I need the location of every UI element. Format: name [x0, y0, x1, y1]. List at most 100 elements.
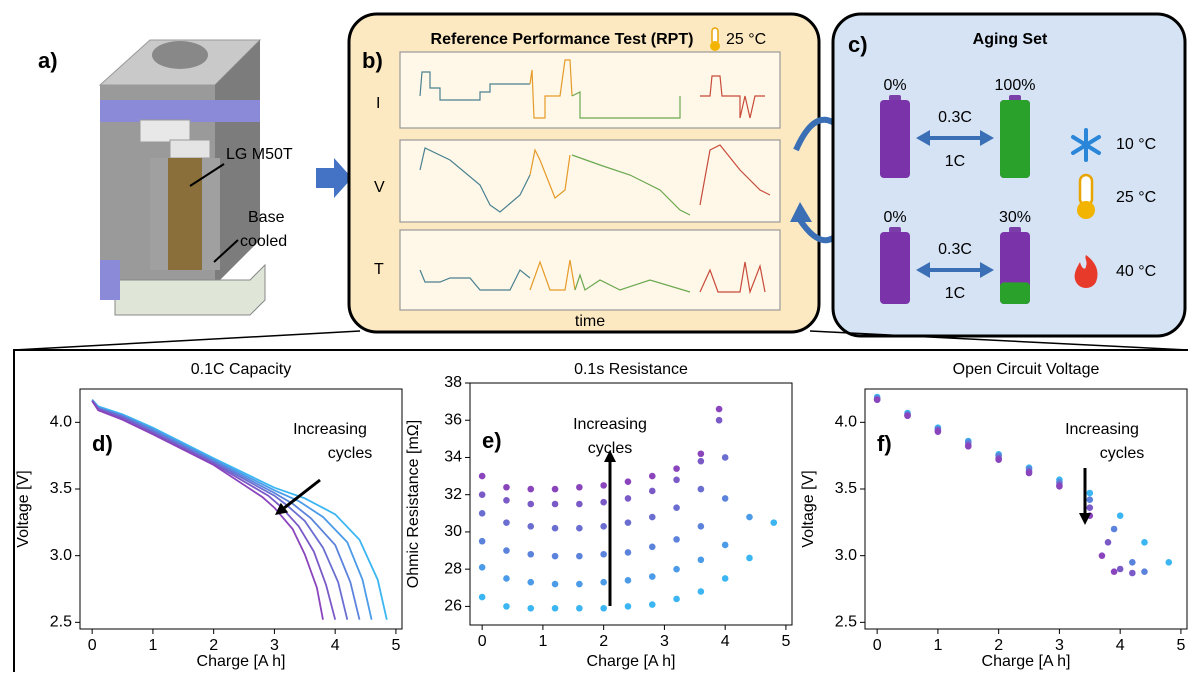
temperature: 40 °C — [1116, 263, 1156, 280]
panel-title: Aging Set — [973, 31, 1048, 48]
arrow-head — [1079, 513, 1091, 525]
y-tick-label: 4.0 — [835, 414, 857, 431]
soc-label: 0% — [883, 209, 906, 226]
data-point — [527, 486, 534, 493]
c-rate: 0.3C — [938, 241, 972, 258]
x-tick-label: 3 — [270, 637, 279, 654]
panel-label: e) — [482, 428, 502, 453]
data-point — [649, 544, 656, 551]
data-point — [503, 519, 510, 526]
y-tick-label: 26 — [444, 598, 462, 615]
data-point — [1111, 568, 1118, 575]
x-tick-label: 1 — [538, 633, 547, 650]
panel-label: d) — [92, 431, 113, 456]
data-point — [673, 566, 680, 573]
temperature: 10 °C — [1116, 136, 1156, 153]
annotation: cycles — [1100, 445, 1144, 462]
data-point — [600, 605, 607, 612]
soc-label: 0% — [883, 77, 906, 94]
data-point — [770, 519, 777, 526]
data-point — [1056, 483, 1063, 490]
data-point — [576, 581, 583, 588]
y-tick-label: 30 — [444, 523, 462, 540]
x-axis-label: Charge [A h] — [982, 653, 1071, 670]
y-tick-label: 3.0 — [835, 547, 857, 564]
data-point — [746, 555, 753, 562]
data-point — [673, 536, 680, 543]
x-tick-label: 4 — [721, 633, 730, 650]
data-point — [649, 601, 656, 608]
chart-title: Open Circuit Voltage — [953, 361, 1100, 378]
data-point — [503, 603, 510, 610]
data-point — [673, 596, 680, 603]
data-point — [698, 588, 705, 595]
data-point — [527, 605, 534, 612]
data-point — [1117, 512, 1124, 519]
data-point — [625, 577, 632, 584]
figure: a) LG M50T Base cooled b) Reference Perf… — [0, 0, 1188, 672]
data-point — [649, 514, 656, 521]
panel-label: c) — [848, 32, 868, 57]
y-tick-label: 2.5 — [835, 614, 857, 631]
base-label: cooled — [240, 233, 287, 250]
c-rate: 0.3C — [938, 109, 972, 126]
data-point — [503, 575, 510, 582]
data-point — [698, 450, 705, 457]
cell-holder — [100, 40, 265, 315]
annotation: Increasing — [1065, 421, 1139, 438]
data-point — [935, 428, 942, 435]
x-tick-label: 1 — [933, 637, 942, 654]
data-point — [576, 605, 583, 612]
annotation: Increasing — [573, 416, 647, 433]
data-point — [746, 514, 753, 521]
y-tick-label: 3.0 — [50, 547, 72, 564]
y-tick-label: 3.5 — [50, 480, 72, 497]
thermometer-icon — [710, 28, 720, 51]
y-tick-label: 36 — [444, 411, 462, 428]
data-point — [1086, 490, 1093, 497]
data-point — [995, 456, 1002, 463]
x-tick-label: 3 — [1055, 637, 1064, 654]
temperature: 25 °C — [1116, 189, 1156, 206]
data-point — [479, 491, 486, 498]
soc-label: 100% — [995, 77, 1036, 94]
data-point — [527, 501, 534, 508]
data-point — [1086, 496, 1093, 503]
data-point — [479, 510, 486, 517]
y-tick-label: 3.5 — [835, 480, 857, 497]
thermometer-icon — [1077, 175, 1095, 219]
data-point — [552, 605, 559, 612]
chart-title: 0.1C Capacity — [191, 361, 292, 378]
y-tick-label: 4.0 — [50, 414, 72, 431]
y-axis-label: Voltage [V] — [15, 470, 32, 547]
data-point — [698, 523, 705, 530]
c-rate: 1C — [945, 285, 965, 302]
data-point — [527, 551, 534, 558]
data-point — [1086, 504, 1093, 511]
battery-charge — [1000, 282, 1030, 304]
data-point — [722, 495, 729, 502]
data-point — [1026, 470, 1033, 477]
x-tick-label: 0 — [873, 637, 882, 654]
data-point — [1129, 559, 1136, 566]
data-point — [716, 417, 723, 424]
data-point — [1111, 526, 1118, 533]
data-point — [503, 497, 510, 504]
data-point — [600, 499, 607, 506]
battery — [880, 232, 910, 304]
data-point — [1099, 552, 1106, 559]
chart-title: 0.1s Resistance — [574, 361, 688, 378]
data-point — [479, 538, 486, 545]
data-point — [716, 406, 723, 413]
x-tick-label: 1 — [148, 637, 157, 654]
x-tick-label: 4 — [1116, 637, 1125, 654]
data-point — [673, 477, 680, 484]
data-point — [1141, 539, 1148, 546]
data-point — [552, 486, 559, 493]
x-axis-label: Charge [A h] — [587, 653, 676, 670]
data-point — [722, 575, 729, 582]
data-point — [1129, 570, 1136, 577]
data-point — [1141, 568, 1148, 575]
base-label: Base — [248, 209, 285, 226]
x-tick-label: 5 — [1176, 637, 1185, 654]
